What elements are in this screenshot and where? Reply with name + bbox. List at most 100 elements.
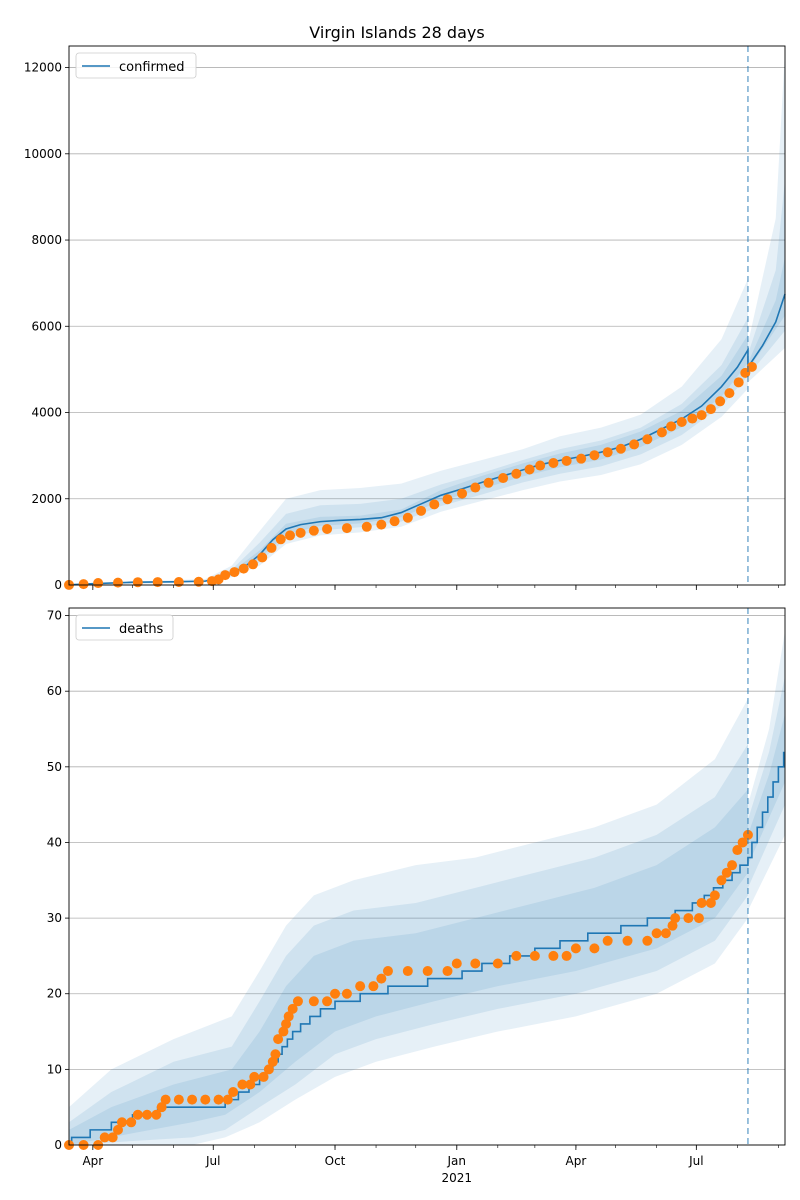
- observed-point: [281, 1018, 292, 1029]
- observed-point: [247, 559, 258, 570]
- y-tick-label: 30: [47, 911, 62, 925]
- observed-point: [732, 845, 743, 856]
- deaths-fit-line: [69, 751, 785, 1146]
- y-tick-label: 2000: [31, 492, 62, 506]
- observed-point: [667, 920, 678, 931]
- y-tick-label: 20: [47, 987, 62, 1001]
- uncertainty-band: [69, 676, 785, 1145]
- observed-point: [341, 523, 352, 534]
- observed-point: [220, 570, 231, 581]
- observed-point: [355, 981, 366, 992]
- uncertainty-band: [69, 630, 785, 1145]
- y-tick-label: 6000: [31, 319, 62, 333]
- observed-point: [112, 577, 123, 588]
- observed-point: [724, 388, 735, 399]
- observed-point: [696, 410, 707, 421]
- observed-point: [330, 988, 341, 999]
- uncertainty-band: [69, 713, 785, 1145]
- observed-point: [727, 860, 738, 871]
- observed-point: [266, 542, 277, 553]
- observed-point: [142, 1109, 153, 1120]
- observed-point: [368, 981, 379, 992]
- top-panel: 0 2000 4000 6000 8000 10000 12000 confirmed: [24, 45, 786, 592]
- observed-point: [511, 468, 522, 479]
- chart-title: Virgin Islands 28 days: [309, 23, 484, 42]
- observed-point: [535, 460, 546, 471]
- observed-point: [151, 1109, 162, 1120]
- observed-point: [376, 973, 387, 984]
- observed-point: [561, 950, 572, 961]
- observed-point: [470, 958, 481, 969]
- observed-point: [258, 1071, 269, 1082]
- observed-point: [160, 1094, 171, 1105]
- observed-point: [275, 534, 286, 545]
- observed-point: [126, 1117, 137, 1128]
- observed-point: [237, 1079, 248, 1090]
- observed-point: [492, 958, 503, 969]
- observed-point: [589, 450, 600, 461]
- observed-point: [715, 396, 726, 407]
- y-tick-label: 60: [47, 684, 62, 698]
- observed-point: [238, 563, 249, 574]
- observed-point: [245, 1079, 256, 1090]
- observed-point: [693, 913, 704, 924]
- observed-point: [660, 928, 671, 939]
- observed-point: [173, 576, 184, 587]
- observed-point: [152, 577, 163, 588]
- observed-point: [676, 417, 687, 428]
- bottom-panel: 0 10 20 30 40 50 60 70 Apr Jul Oct Jan Apr Jul 2021 dea…: [47, 607, 786, 1185]
- observed-point: [322, 523, 333, 534]
- observed-point: [529, 950, 540, 961]
- observed-point: [709, 890, 720, 901]
- observed-point: [99, 1132, 110, 1143]
- x-tick-label: Jan: [447, 1154, 467, 1168]
- observed-point: [278, 1026, 289, 1037]
- observed-point: [341, 988, 352, 999]
- observed-point: [93, 578, 104, 589]
- legend-box: [75, 52, 197, 79]
- observed-point: [696, 897, 707, 908]
- observed-point: [576, 453, 587, 464]
- observed-point: [78, 579, 89, 590]
- observed-point: [651, 928, 662, 939]
- observed-point: [561, 455, 572, 466]
- uncertainty-band: [69, 179, 785, 585]
- observed-point: [187, 1094, 198, 1105]
- y-tick-label: 12000: [24, 61, 62, 75]
- legend: deaths: [75, 614, 174, 641]
- observed-point: [213, 1094, 224, 1105]
- x-tick-label: Jul: [205, 1154, 220, 1168]
- observed-point: [376, 519, 387, 530]
- observed-point: [156, 1102, 167, 1113]
- x-tick-label: Jul: [688, 1154, 703, 1168]
- observed-point: [656, 427, 667, 438]
- observed-point: [429, 499, 440, 510]
- observed-point: [263, 1064, 274, 1075]
- y-tick-label: 10: [47, 1062, 62, 1076]
- observed-point: [402, 966, 413, 977]
- observed-point: [267, 1056, 278, 1067]
- y-tick-label: 8000: [31, 233, 62, 247]
- observed-point: [222, 1094, 233, 1105]
- observed-point: [498, 473, 509, 484]
- observed-point: [416, 505, 427, 516]
- observed-point: [422, 966, 433, 977]
- observed-point: [705, 897, 716, 908]
- observed-point: [470, 482, 481, 493]
- observed-point: [457, 488, 468, 499]
- plot-frame: [68, 45, 786, 586]
- observed-point: [287, 1003, 298, 1014]
- y-tick-label: 0: [54, 578, 62, 592]
- observed-point: [548, 950, 559, 961]
- observed-point: [402, 512, 413, 523]
- observed-point: [442, 494, 453, 505]
- observed-point: [622, 935, 633, 946]
- observed-point: [292, 996, 303, 1007]
- observed-point: [548, 457, 559, 468]
- x-tick-label: Apr: [566, 1154, 587, 1168]
- observed-point: [670, 913, 681, 924]
- observed-point: [295, 527, 306, 538]
- observed-point: [629, 439, 640, 450]
- x-tick-label: Apr: [82, 1154, 103, 1168]
